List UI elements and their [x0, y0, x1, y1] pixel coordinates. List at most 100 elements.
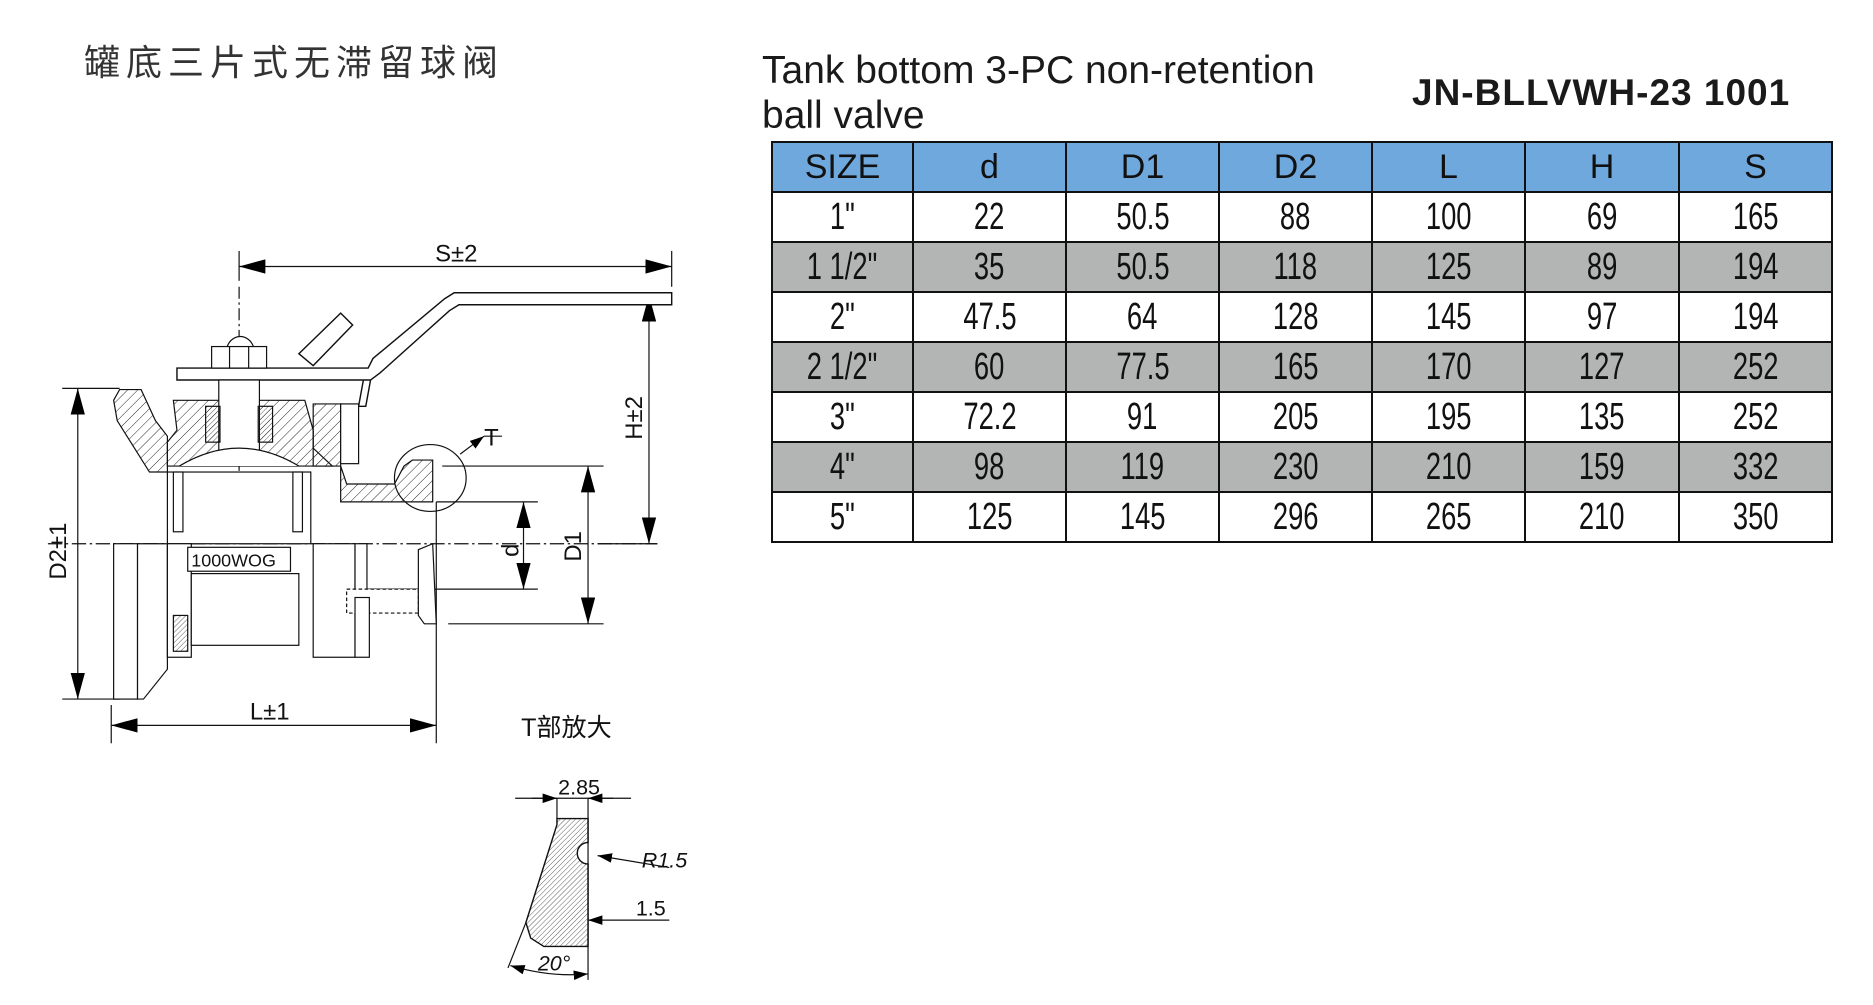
table-cell-h: 135 [1524, 391, 1680, 443]
spec-table: SIZE d D1 D2 L H S 1" 22 50.5 88 100 69 165 1 1… [771, 141, 1833, 543]
cell-value: 332 [1732, 445, 1779, 488]
table-row: 2 1/2" 60 77.5 165 170 127 252 [771, 341, 1833, 393]
table-cell-d2: 128 [1218, 291, 1373, 343]
table-cell-l: 170 [1371, 341, 1526, 393]
table-cell-s: 252 [1678, 341, 1833, 393]
cell-value: 5" [830, 495, 855, 538]
table-cell-d: 22 [912, 191, 1067, 243]
table-cell-s: 350 [1678, 491, 1833, 543]
cell-value: 210 [1579, 495, 1625, 538]
title-english-line2: ball valve [762, 94, 925, 137]
cell-value: 89 [1586, 245, 1618, 288]
label-detail-width: 2.85 [558, 776, 600, 800]
stem-nut [211, 335, 268, 369]
cell-value: 165 [1732, 195, 1779, 238]
table-row: 1 1/2" 35 50.5 118 125 89 194 [771, 241, 1833, 293]
cell-value: 170 [1425, 345, 1472, 388]
table-cell-size: 1 1/2" [771, 241, 914, 293]
cell-value: 210 [1425, 445, 1472, 488]
cell-value: 127 [1579, 345, 1625, 388]
table-row: 3" 72.2 91 205 195 135 252 [771, 391, 1833, 443]
cell-value: 72.2 [962, 395, 1017, 438]
header-d1: D1 [1065, 141, 1220, 193]
table-cell-d1: 91 [1065, 391, 1220, 443]
cell-value: 145 [1425, 295, 1472, 338]
label-d2: D2±1 [45, 523, 72, 580]
label-detail-radius: R1.5 [642, 849, 688, 873]
cell-value: 265 [1425, 495, 1472, 538]
cell-value: 97 [1586, 295, 1618, 338]
cell-value: 118 [1273, 245, 1318, 288]
model-number: JN-BLLVWH-23 1001 [1412, 72, 1791, 113]
detail-t-profile [507, 793, 670, 981]
table-cell-l: 265 [1371, 491, 1526, 543]
table-cell-s: 194 [1678, 291, 1833, 343]
table-cell-s: 194 [1678, 241, 1833, 293]
table-cell-d: 47.5 [912, 291, 1067, 343]
cell-value: 4" [830, 445, 855, 488]
cell-value: 194 [1732, 245, 1779, 288]
table-cell-d2: 165 [1218, 341, 1373, 393]
table-cell-size: 5" [771, 491, 914, 543]
cell-value: 128 [1272, 295, 1319, 338]
cell-value: 125 [966, 495, 1013, 538]
table-row: 5" 125 145 296 265 210 350 [771, 491, 1833, 543]
table-cell-l: 100 [1371, 191, 1526, 243]
cell-value: 119 [1120, 445, 1165, 488]
cell-value: 252 [1732, 345, 1779, 388]
table-cell-d1: 50.5 [1065, 191, 1220, 243]
cell-value: 88 [1280, 195, 1311, 238]
table-cell-d2: 88 [1218, 191, 1373, 243]
cell-value: 100 [1425, 195, 1472, 238]
table-cell-d1: 119 [1065, 441, 1220, 493]
table-cell-h: 127 [1524, 341, 1680, 393]
table-cell-d1: 77.5 [1065, 341, 1220, 393]
table-cell-size: 1" [771, 191, 914, 243]
cell-value: 64 [1127, 295, 1158, 338]
cell-value: 194 [1732, 295, 1779, 338]
cell-value: 135 [1579, 395, 1625, 438]
table-cell-d: 125 [912, 491, 1067, 543]
title-english: Tank bottom 3-PC non-retention ball valv… [762, 48, 1315, 138]
table-cell-l: 195 [1371, 391, 1526, 443]
table-cell-d: 35 [912, 241, 1067, 293]
cell-value: 3" [830, 395, 855, 438]
table-cell-size: 3" [771, 391, 914, 443]
table-row: 1" 22 50.5 88 100 69 165 [771, 191, 1833, 243]
cell-value: 125 [1425, 245, 1472, 288]
cell-value: 1 1/2" [807, 245, 878, 288]
cell-value: 2" [830, 295, 855, 338]
header-size: SIZE [771, 141, 914, 193]
label-s: S±2 [435, 241, 477, 268]
header-h: H [1524, 141, 1680, 193]
cell-value: 252 [1732, 395, 1779, 438]
cell-value: 296 [1272, 495, 1319, 538]
table-cell-d1: 64 [1065, 291, 1220, 343]
table-cell-size: 2 1/2" [771, 341, 914, 393]
cell-value: 165 [1272, 345, 1319, 388]
label-h: H±2 [621, 396, 648, 440]
table-header-row: SIZE d D1 D2 L H S [771, 141, 1833, 193]
table-cell-h: 210 [1524, 491, 1680, 543]
label-t-marker: T [484, 425, 499, 452]
table-row: 4" 98 119 230 210 159 332 [771, 441, 1833, 493]
table-cell-h: 97 [1524, 291, 1680, 343]
cell-value: 195 [1425, 395, 1472, 438]
table-cell-l: 125 [1371, 241, 1526, 293]
label-1000wog: 1000WOG [191, 550, 276, 570]
cell-value: 50.5 [1115, 245, 1170, 288]
detail-circle [393, 443, 467, 513]
table-cell-h: 89 [1524, 241, 1680, 293]
table-row: 2" 47.5 64 128 145 97 194 [771, 291, 1833, 343]
label-detail-title: T部放大 [521, 714, 612, 742]
label-d1: D1 [560, 531, 587, 562]
table-cell-d2: 230 [1218, 441, 1373, 493]
table-cell-l: 145 [1371, 291, 1526, 343]
cell-value: 91 [1127, 395, 1158, 438]
label-detail-angle: 20° [537, 951, 571, 975]
title-chinese: 罐底三片式无滞留球阀 [84, 43, 505, 84]
header-l: L [1371, 141, 1526, 193]
cell-value: 35 [974, 245, 1005, 288]
label-d: d [498, 544, 525, 557]
table-cell-h: 159 [1524, 441, 1680, 493]
